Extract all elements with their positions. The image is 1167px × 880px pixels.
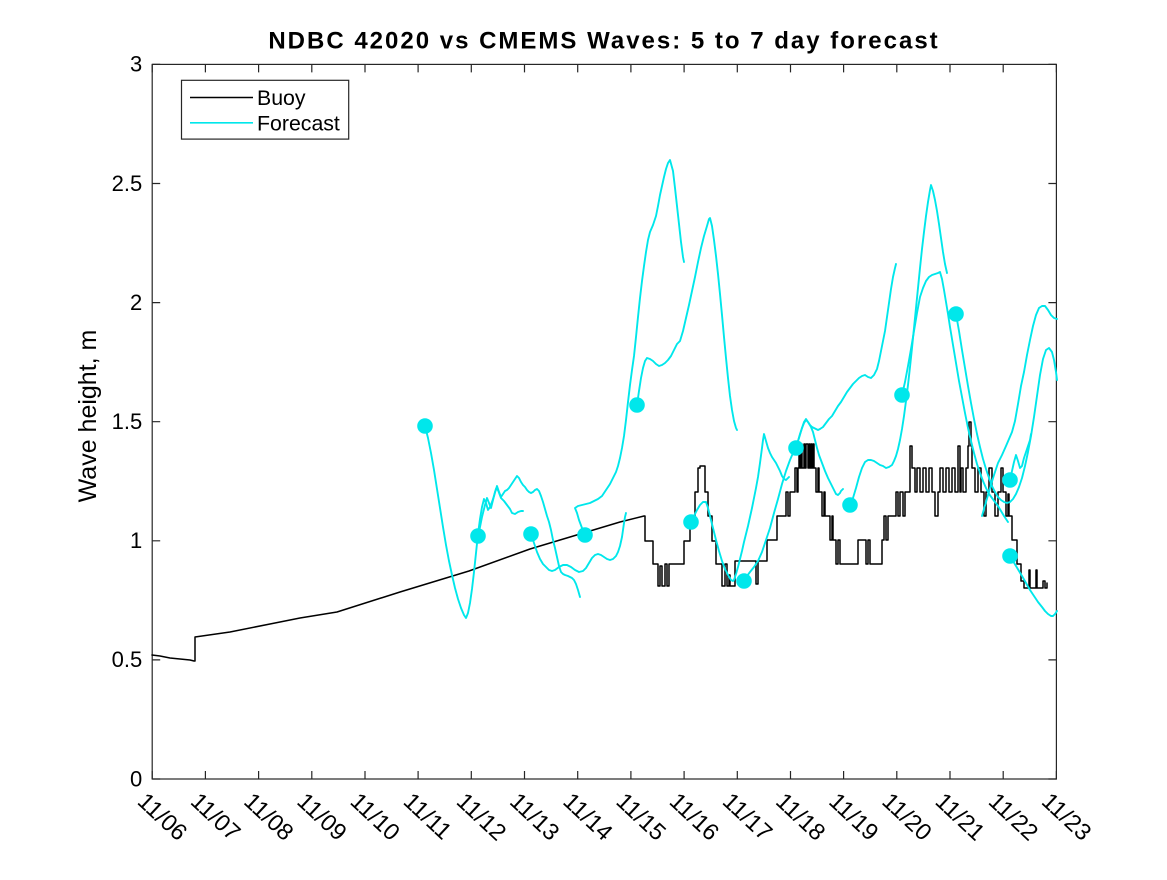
svg-text:Buoy: Buoy xyxy=(257,86,306,110)
svg-text:3: 3 xyxy=(130,52,142,77)
svg-text:1.5: 1.5 xyxy=(112,409,143,434)
svg-text:0: 0 xyxy=(130,766,142,791)
svg-text:Wave height, m: Wave height, m xyxy=(74,330,102,503)
svg-text:NDBC 42020 vs CMEMS Waves: 5 t: NDBC 42020 vs CMEMS Waves: 5 to 7 day fo… xyxy=(268,28,939,55)
svg-text:2.5: 2.5 xyxy=(112,171,143,196)
svg-text:2: 2 xyxy=(130,290,142,315)
svg-text:0.5: 0.5 xyxy=(112,647,143,672)
svg-text:Forecast: Forecast xyxy=(257,111,340,135)
svg-text:1: 1 xyxy=(130,528,142,553)
